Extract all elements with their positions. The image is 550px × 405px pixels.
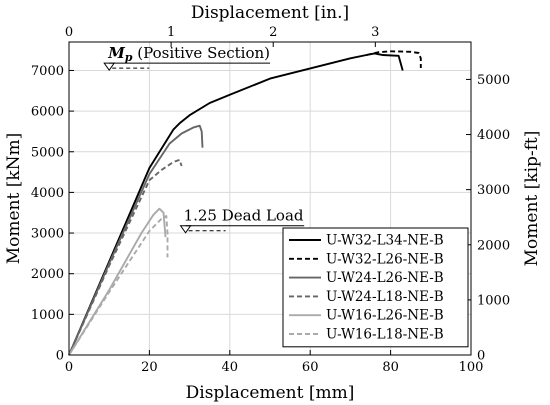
- axis-ticks: 0 20 40 60 80 1000100020003000400050006000700…: [31, 25, 510, 375]
- mp-rest: (Positive Section): [133, 44, 271, 62]
- x-axis-title: Displacement [mm]: [186, 383, 355, 403]
- y-tick-label: 6000: [31, 105, 64, 120]
- dead-reference-line: [179, 225, 305, 234]
- x-tick-label: 40: [222, 360, 239, 375]
- mp-subscript: p: [125, 51, 133, 64]
- legend: U-W32-L34-NE-B U-W32-L26-NE-B U-W24-L26-NE…: [282, 227, 469, 348]
- series-line-6: [68, 215, 169, 356]
- legend-label: U-W32-L26-NE-B: [326, 251, 444, 267]
- x-tick-label: 20: [141, 360, 158, 375]
- y2-tick-label: 4000: [477, 128, 510, 143]
- y-tick-label: 4000: [31, 186, 64, 201]
- series-line-3: [68, 124, 204, 356]
- mp-reference-line: [103, 62, 270, 71]
- x2-tick-label: 2: [269, 25, 277, 40]
- x2-axis-title: Displacement [in.]: [191, 3, 349, 23]
- y-tick-label: 1000: [31, 308, 64, 323]
- series-line-4: [68, 158, 183, 356]
- series-line-2: [366, 50, 422, 68]
- y2-tick-label: 2000: [477, 238, 510, 253]
- series-line-5: [68, 207, 167, 356]
- grid-lines: [69, 42, 471, 355]
- plot-frame: [68, 41, 472, 356]
- y2-tick-label: 5000: [477, 73, 510, 88]
- annotation-lines: [103, 62, 305, 234]
- x-tick-label: 60: [302, 360, 319, 375]
- y-tick-label: 0: [56, 349, 64, 364]
- dead-load-annotation-label: 1.25 Dead Load: [184, 207, 304, 225]
- legend-label: U-W16-L18-NE-B: [326, 327, 444, 343]
- legend-label: U-W32-L34-NE-B: [326, 233, 444, 249]
- y-tick-label: 3000: [31, 227, 64, 242]
- x2-tick-label: 1: [167, 25, 175, 40]
- series-lines: [68, 50, 422, 356]
- x-tick-label: 80: [382, 360, 399, 375]
- y2-tick-label: 3000: [477, 183, 510, 198]
- y-tick-label: 7000: [31, 64, 64, 79]
- y-axis-title: Moment [kNm]: [4, 133, 24, 265]
- y-tick-label: 5000: [31, 145, 64, 160]
- legend-label: U-W16-L26-NE-B: [326, 308, 444, 324]
- dead-level-triangle: [179, 225, 192, 234]
- x2-tick-label: 0: [65, 25, 73, 40]
- mp-annotation-label: Mp (Positive Section): [107, 44, 270, 64]
- y2-tick-label: 0: [477, 349, 485, 364]
- y-tick-label: 2000: [31, 267, 64, 282]
- legend-label: U-W24-L26-NE-B: [326, 270, 444, 286]
- legend-box: [282, 227, 469, 348]
- x-tick-label: 100: [459, 360, 484, 375]
- x-tick-label: 0: [65, 360, 73, 375]
- y2-axis-title: Moment [kip-ft]: [522, 131, 542, 267]
- y2-tick-label: 1000: [477, 293, 510, 308]
- mp-symbol: M: [107, 44, 125, 62]
- mp-level-triangle: [103, 62, 116, 71]
- series-line-1: [68, 52, 404, 356]
- legend-label: U-W24-L18-NE-B: [326, 289, 444, 305]
- x2-tick-label: 3: [371, 25, 379, 40]
